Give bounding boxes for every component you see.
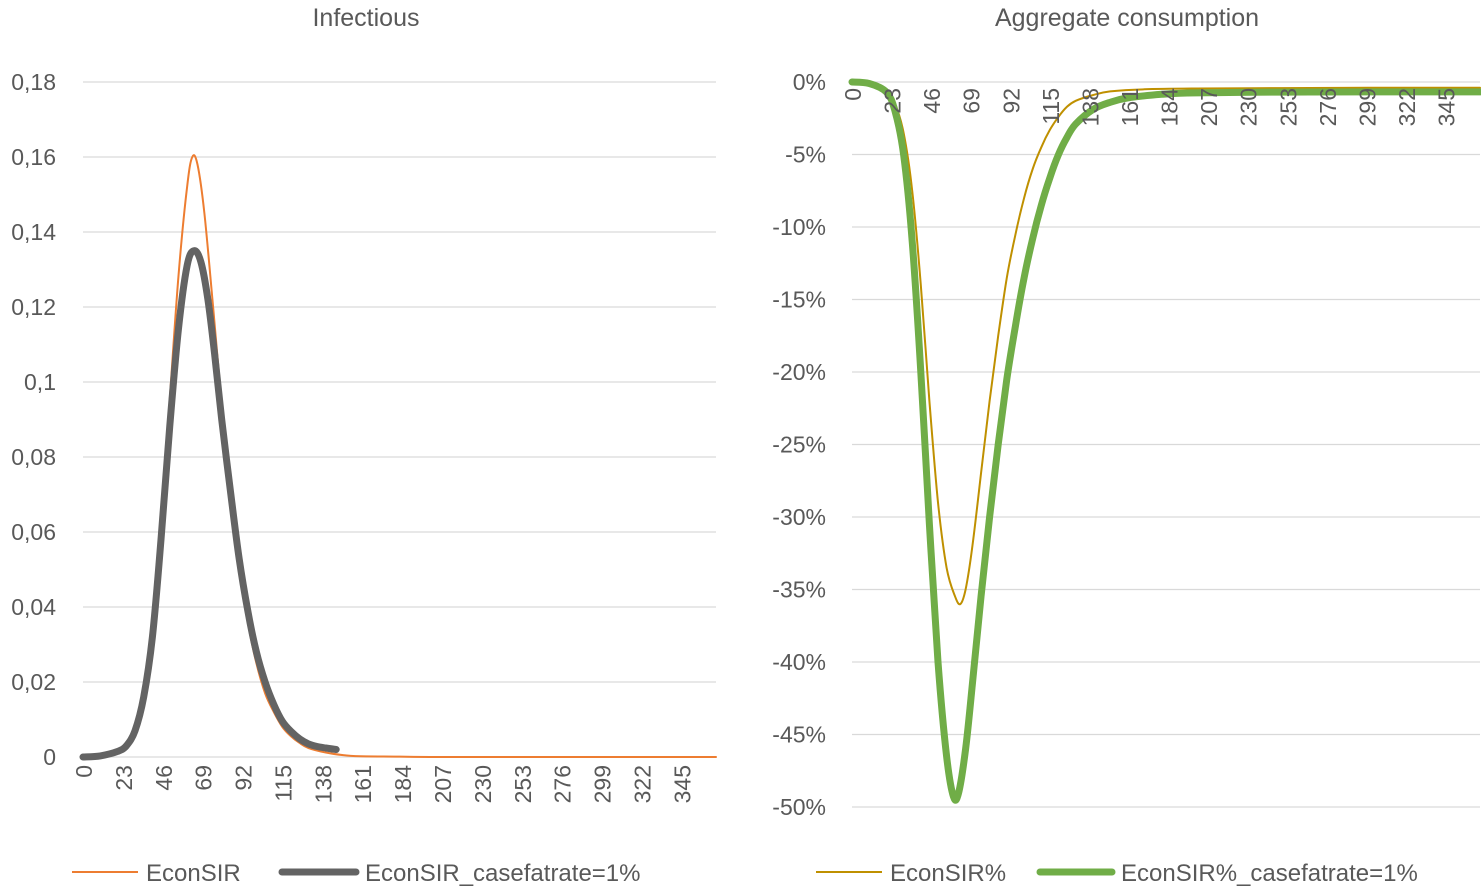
legend: EconSIR EconSIR_casefatrate=1% [72, 860, 641, 887]
x-tick-label: 92 [998, 88, 1024, 114]
x-tick-label: 253 [510, 765, 536, 803]
x-tick-label: 46 [151, 765, 177, 791]
x-tick-label: 23 [111, 765, 137, 791]
x-tick-label: 161 [1117, 88, 1143, 126]
x-tick-label: 207 [430, 765, 456, 803]
y-tick-label: 0 [43, 744, 56, 770]
y-tick-label: 0% [793, 69, 826, 95]
y-tick-label: 0,14 [11, 219, 56, 245]
x-tick-label: 69 [191, 765, 217, 791]
x-tick-label: 69 [959, 88, 985, 114]
x-tick-label: 184 [1157, 88, 1183, 127]
grid-lines [83, 81, 716, 758]
legend-label-econsir-pct: EconSIR% [890, 860, 1006, 887]
chart-infectious: Infectious 00,020,040,060,080,10,120,140… [11, 4, 717, 887]
legend-label-econsir: EconSIR [146, 860, 241, 887]
x-tick-label: 276 [550, 765, 576, 803]
chart-aggregate-consumption: Aggregate consumption 0% -5% -10% -15% -20% -… [772, 4, 1481, 887]
legend: EconSIR% EconSIR%_casefatrate=1% [816, 860, 1418, 887]
x-tick-label: 322 [1394, 88, 1420, 126]
x-tick-label: 345 [1434, 88, 1460, 126]
x-tick-label: 207 [1196, 88, 1222, 126]
legend-label-econsir-casefatrate: EconSIR_casefatrate=1% [365, 860, 641, 887]
x-tick-label: 184 [390, 765, 416, 804]
y-tick-label: -30% [772, 504, 826, 530]
y-tick-label: 0,16 [11, 144, 56, 170]
y-tick-label: 0,04 [11, 594, 56, 620]
x-tick-label: 161 [350, 765, 376, 803]
y-tick-labels: 0 0,02 0,04 0,06 0,08 0,1 0,12 0,14 0,16 0,18 [11, 69, 56, 770]
y-tick-label: -45% [772, 722, 826, 748]
grid-lines [852, 81, 1480, 808]
x-tick-label: 0 [840, 88, 866, 101]
series-line-econsir- [851, 81, 1481, 606]
x-tick-label: 138 [1077, 88, 1103, 126]
legend-label-econsir-pct-casefatrate: EconSIR%_casefatrate=1% [1121, 860, 1418, 887]
y-tick-label: 0,12 [11, 294, 56, 320]
y-tick-label: -10% [772, 214, 826, 240]
x-tick-labels: 0 23 46 69 92 115 138 161 184 207 230 253 276 299 322 3… [71, 765, 695, 804]
x-tick-label: 138 [310, 765, 336, 803]
x-tick-label: 46 [919, 88, 945, 114]
x-tick-label: 92 [231, 765, 257, 791]
x-tick-labels: 0 23 46 69 92 115 138 161 184 207 230 253 276 299 322 3… [840, 88, 1460, 127]
y-tick-label: -5% [785, 142, 826, 168]
x-tick-label: 23 [880, 88, 906, 114]
x-tick-label: 115 [270, 765, 296, 802]
x-tick-label: 115 [1038, 88, 1064, 125]
y-tick-label: -20% [772, 359, 826, 385]
chart-title-aggregate-consumption: Aggregate consumption [995, 4, 1259, 32]
y-tick-label: 0,1 [24, 369, 56, 395]
y-tick-label: -35% [772, 577, 826, 603]
y-tick-label: 0,02 [11, 669, 56, 695]
x-tick-label: 345 [669, 765, 695, 803]
x-tick-label: 322 [629, 765, 655, 803]
series-lines [848, 78, 1481, 804]
x-tick-label: 230 [1236, 88, 1262, 126]
y-tick-label: 0,18 [11, 69, 56, 95]
x-tick-label: 299 [590, 765, 616, 803]
series-lines [79, 154, 717, 761]
y-tick-label: -15% [772, 287, 826, 313]
series-line-econsir-casefatrate-1- [848, 78, 1481, 804]
y-tick-label: 0,06 [11, 519, 56, 545]
y-tick-label: 0,08 [11, 444, 56, 470]
x-tick-label: 299 [1354, 88, 1380, 126]
y-tick-label: -50% [772, 794, 826, 820]
x-tick-label: 0 [71, 765, 97, 778]
x-tick-label: 230 [470, 765, 496, 803]
x-tick-label: 253 [1275, 88, 1301, 126]
series-line-econsir-casefatrate-1- [79, 247, 340, 761]
y-tick-labels: 0% -5% -10% -15% -20% -25% -30% -35% -40% -45% -50… [772, 69, 826, 820]
x-tick-label: 276 [1315, 88, 1341, 126]
y-tick-label: -25% [772, 432, 826, 458]
series-line-econsir [82, 154, 717, 759]
y-tick-label: -40% [772, 649, 826, 675]
chart-title-infectious: Infectious [312, 4, 419, 32]
